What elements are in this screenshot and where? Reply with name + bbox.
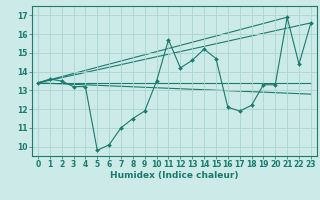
X-axis label: Humidex (Indice chaleur): Humidex (Indice chaleur)	[110, 171, 239, 180]
